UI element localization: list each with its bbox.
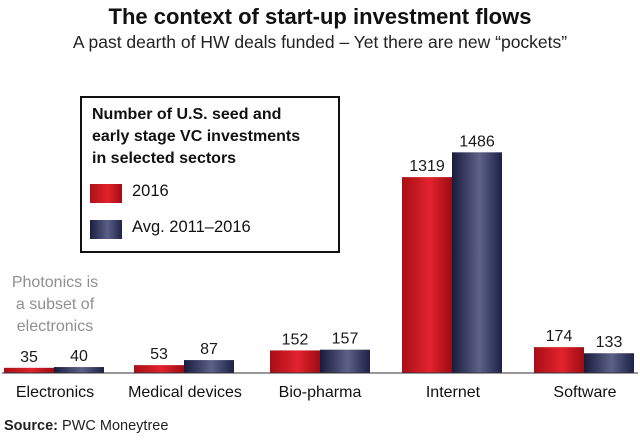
legend-title-line-2: early stage VC investments <box>92 128 301 145</box>
bar-internet-2016 <box>402 177 452 373</box>
annotation-line-1: Photonics is <box>11 274 99 291</box>
bar-software-2016 <box>534 347 584 373</box>
bar-medical-devices-avg <box>184 360 234 373</box>
value-label: 133 <box>596 334 623 351</box>
bar-internet-avg <box>452 152 502 373</box>
value-label: 87 <box>200 341 218 358</box>
value-label: 40 <box>70 348 88 365</box>
legend: Number of U.S. seed and early stage VC i… <box>80 96 340 253</box>
category-label: Internet <box>426 384 481 401</box>
bar-software-avg <box>584 353 634 373</box>
bar-medical-devices-2016 <box>134 365 184 373</box>
value-label: 157 <box>332 331 359 348</box>
legend-title: Number of U.S. seed and early stage VC i… <box>92 104 332 170</box>
bar-electronics-2016 <box>4 367 54 373</box>
legend-swatch-avg <box>90 220 122 239</box>
legend-label-2016: 2016 <box>132 182 169 200</box>
value-label: 1319 <box>409 158 445 175</box>
legend-title-line-3: in selected sectors <box>92 150 237 167</box>
category-label: Medical devices <box>128 384 242 401</box>
source-label: Source: <box>4 418 58 434</box>
legend-label-avg: Avg. 2011–2016 <box>132 218 251 236</box>
bar-bio-pharma-2016 <box>270 350 320 373</box>
category-label: Electronics <box>16 384 94 401</box>
category-label: Software <box>553 384 616 401</box>
category-label: Bio-pharma <box>279 384 362 401</box>
annotation-line-2: a subset of <box>15 296 95 313</box>
source-text: PWC Moneytree <box>62 418 169 434</box>
value-label: 1486 <box>459 133 495 150</box>
bar-bio-pharma-avg <box>320 349 370 373</box>
bar-electronics-avg <box>54 367 104 373</box>
chart-subtitle: A past dearth of HW deals funded – Yet t… <box>72 32 568 52</box>
value-label: 35 <box>20 349 38 366</box>
chart-title: The context of start-up investment flows <box>108 4 532 29</box>
value-label: 53 <box>150 346 168 363</box>
legend-swatch-2016 <box>90 184 122 203</box>
value-label: 152 <box>282 331 309 348</box>
bars-group <box>4 152 634 373</box>
value-label: 174 <box>546 328 573 345</box>
photonics-annotation: Photonics is a subset of electronics <box>0 272 110 338</box>
labels-group: 35 40 Electronics 53 87 Medical devices 152 157… <box>16 133 623 401</box>
source-note: Source: PWC Moneytree <box>4 418 168 434</box>
annotation-line-3: electronics <box>16 318 94 335</box>
legend-title-line-1: Number of U.S. seed and <box>92 106 282 123</box>
